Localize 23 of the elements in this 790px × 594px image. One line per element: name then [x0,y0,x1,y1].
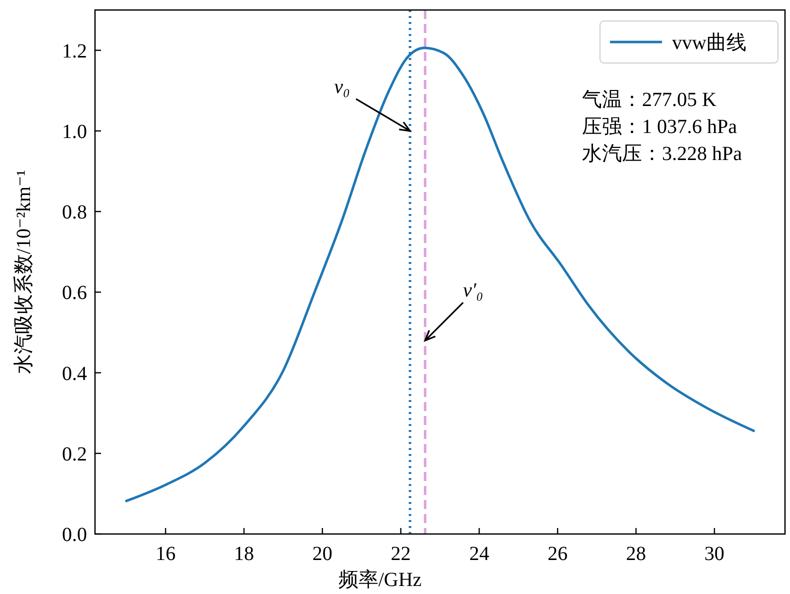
annotation: 水汽压：3.228 hPa [582,143,742,165]
x-axis-title: 频率/GHz [338,569,422,591]
x-tick-label: 18 [234,543,254,565]
annotation: v₀ [334,76,350,98]
y-tick-label: 0.0 [62,524,87,546]
x-tick-label: 16 [156,543,176,565]
annotation: 压强：1 037.6 hPa [582,116,738,138]
x-tick-label: 20 [312,543,332,565]
y-tick-label: 1.2 [62,40,87,62]
x-tick-label: 26 [548,543,568,565]
y-tick-label: 0.8 [62,202,87,224]
x-tick-label: 28 [626,543,646,565]
y-tick-label: 0.6 [62,282,87,304]
x-tick-label: 30 [704,543,724,565]
legend-label: vvw曲线 [672,32,746,54]
x-tick-label: 24 [469,543,490,565]
y-axis-title: 水汽吸收系数/10⁻²km⁻¹ [13,170,35,374]
annotation: 气温：277.05 K [582,89,717,111]
x-tick-label: 22 [390,543,411,565]
y-tick-label: 0.4 [62,362,87,385]
annotation: v′₀ [462,280,484,302]
y-tick-label: 0.2 [62,443,87,466]
y-tick-label: 1.0 [62,120,87,143]
